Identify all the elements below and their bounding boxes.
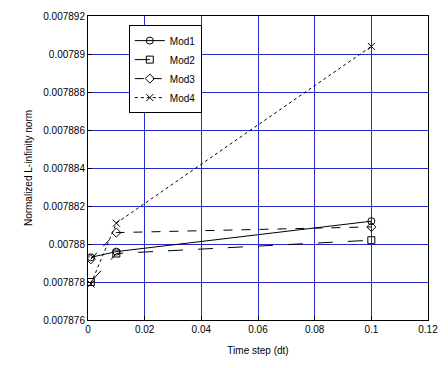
svg-text:0.1: 0.1 xyxy=(364,324,378,335)
svg-text:0: 0 xyxy=(85,324,91,335)
svg-text:Mod2: Mod2 xyxy=(170,55,195,66)
svg-text:Time step (dt): Time step (dt) xyxy=(227,345,288,356)
svg-text:0.007878: 0.007878 xyxy=(43,277,85,288)
svg-text:0.007886: 0.007886 xyxy=(43,125,85,136)
svg-text:0.007876: 0.007876 xyxy=(43,315,85,326)
svg-text:0.00789: 0.00789 xyxy=(49,49,86,60)
svg-text:0.04: 0.04 xyxy=(192,324,212,335)
svg-text:0.007888: 0.007888 xyxy=(43,87,85,98)
svg-text:Normalized L-infinity norm: Normalized L-infinity norm xyxy=(23,110,34,226)
svg-text:0.007884: 0.007884 xyxy=(43,163,85,174)
svg-text:0.06: 0.06 xyxy=(248,324,268,335)
svg-text:Mod3: Mod3 xyxy=(170,74,195,85)
svg-text:Mod4: Mod4 xyxy=(170,93,195,104)
svg-text:Mod1: Mod1 xyxy=(170,36,195,47)
svg-text:0.007882: 0.007882 xyxy=(43,201,85,212)
svg-text:0.08: 0.08 xyxy=(305,324,325,335)
svg-text:0.007892: 0.007892 xyxy=(43,11,85,22)
svg-text:0.12: 0.12 xyxy=(418,324,438,335)
svg-text:0.02: 0.02 xyxy=(135,324,155,335)
svg-text:0.00788: 0.00788 xyxy=(49,239,86,250)
